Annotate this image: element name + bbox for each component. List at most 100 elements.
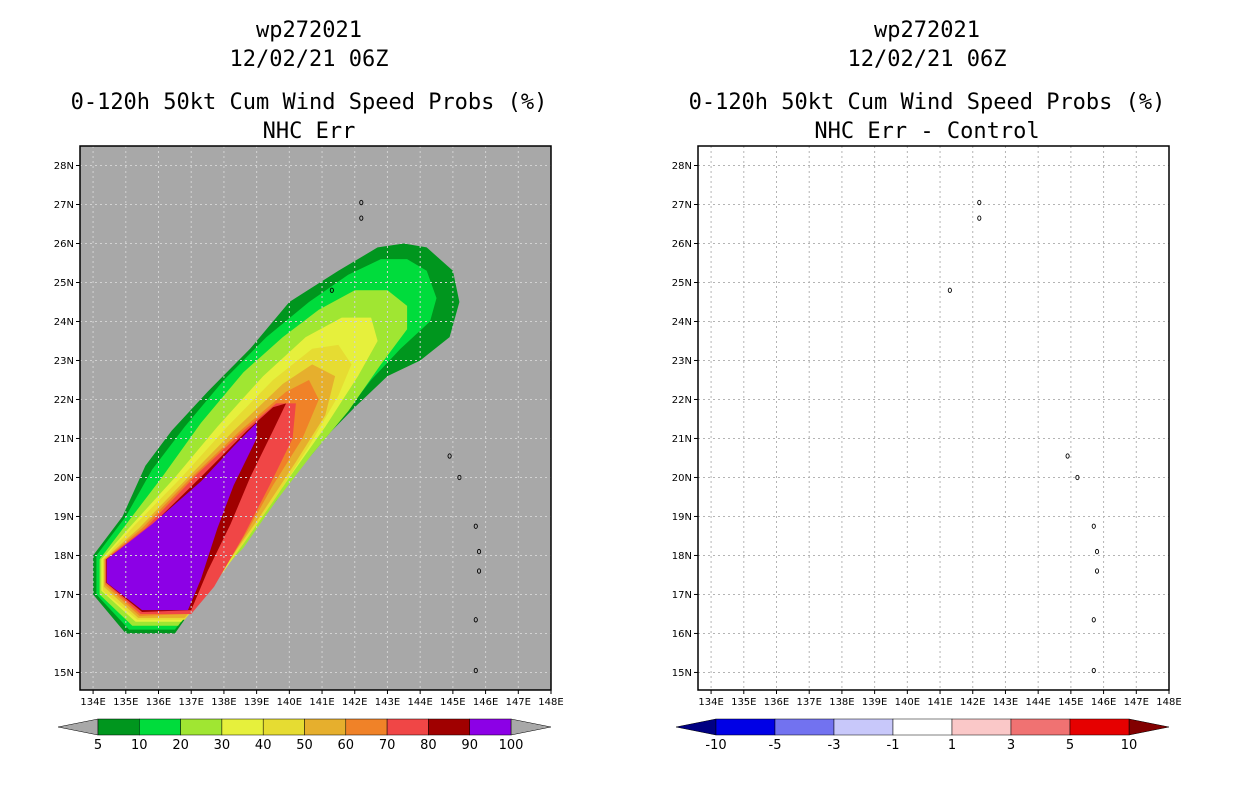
x-tick-label: 135E (731, 697, 756, 708)
y-tick-label: 26N (54, 239, 74, 250)
x-tick-label: 146E (1091, 697, 1116, 708)
colorbar-label: 3 (1007, 738, 1015, 753)
x-tick-label: 145E (1058, 697, 1083, 708)
island-outline (977, 199, 982, 206)
plot-background (80, 146, 551, 690)
x-tick-label: 140E (277, 697, 302, 708)
x-tick-label: 147E (506, 697, 531, 708)
island-outline (1094, 548, 1100, 555)
contour-level-40 (102, 344, 352, 620)
x-tick-label: 148E (538, 697, 563, 708)
x-tick-label: 143E (993, 697, 1018, 708)
datetime-title: 12/02/21 06Z (229, 47, 389, 72)
y-tick-label: 24N (54, 317, 74, 328)
island-outline (359, 215, 364, 221)
chart-subtitle: NHC Err - Control (814, 119, 1040, 144)
contour-level-30 (101, 317, 378, 622)
y-tick-label: 26N (672, 239, 692, 250)
storm-id-title: wp272021 (256, 18, 362, 43)
x-tick-label: 136E (146, 697, 171, 708)
island-outline (1091, 667, 1096, 674)
colorbar-label: 100 (499, 738, 524, 753)
island-outline (1091, 617, 1096, 623)
plot-frame (697, 145, 1170, 691)
x-tick-label: 138E (829, 697, 854, 708)
island-outline (1075, 474, 1080, 481)
colorbar-segment (1069, 718, 1130, 736)
colorbar-label: 60 (338, 738, 355, 753)
y-tick-label: 15N (54, 668, 74, 679)
datetime-title: 12/02/21 06Z (847, 47, 1007, 72)
colorbar-label: -10 (705, 738, 726, 753)
island-outline (447, 453, 452, 459)
colorbar-segment (428, 718, 470, 736)
contour-level-5 (93, 243, 460, 634)
x-tick-label: 141E (927, 697, 952, 708)
chart-title: 0-120h 50kt Cum Wind Speed Probs (%) (688, 90, 1166, 115)
y-tick-label: 23N (54, 356, 74, 367)
x-tick-label: 139E (244, 697, 269, 708)
contour-level-20 (99, 290, 408, 626)
y-tick-label: 25N (672, 278, 692, 289)
y-tick-label: 19N (672, 512, 692, 523)
left-chart-panel: wp272021 12/02/21 06Z 0-120h 50kt Cum Wi… (54, 18, 564, 753)
x-tick-label: 134E (80, 697, 105, 708)
contour-level-50 (103, 364, 336, 618)
x-tick-label: 138E (211, 697, 236, 708)
colorbar-label: 30 (214, 738, 231, 753)
plot-frame (79, 145, 552, 691)
island-outline (476, 548, 482, 555)
colorbar-label: 1 (948, 738, 956, 753)
colorbar-segment (469, 718, 512, 736)
colorbar-segment (386, 718, 429, 736)
colorbar-segment (221, 718, 264, 736)
colorbar-segment (1010, 718, 1071, 736)
y-tick-label: 15N (672, 668, 692, 679)
x-tick-label: 146E (473, 697, 498, 708)
contour-level-60 (104, 380, 319, 616)
x-tick-label: 142E (342, 697, 367, 708)
island-outline (473, 617, 478, 623)
right-chart-panel: wp272021 12/02/21 06Z 0-120h 50kt Cum Wi… (618, 0, 1236, 800)
y-tick-label: 22N (672, 395, 692, 406)
x-tick-label: 144E (407, 697, 432, 708)
colorbar-left-arrow (675, 718, 717, 736)
plot-background (698, 146, 1169, 690)
x-tick-label: 137E (179, 697, 204, 708)
x-tick-label: 141E (309, 697, 334, 708)
contour-level-70 (105, 403, 296, 614)
x-tick-label: 147E (1124, 697, 1149, 708)
x-tick-label: 137E (797, 697, 822, 708)
colorbar-label: 10 (131, 738, 148, 753)
colorbar-label: 50 (296, 738, 313, 753)
chart-subtitle: NHC Err (262, 119, 356, 144)
contour-level-80 (106, 403, 287, 612)
x-tick-label: 148E (1156, 697, 1181, 708)
x-tick-label: 134E (698, 697, 723, 708)
colorbar-label: -1 (887, 738, 900, 753)
island-outline (473, 667, 478, 674)
y-tick-label: 21N (672, 434, 692, 445)
island-outline (476, 568, 482, 574)
x-tick-label: 145E (440, 697, 465, 708)
y-tick-label: 19N (54, 512, 74, 523)
y-tick-label: 25N (54, 278, 74, 289)
colorbar-label: 20 (172, 738, 189, 753)
x-tick-label: 140E (895, 697, 920, 708)
y-tick-label: 18N (672, 551, 692, 562)
x-tick-label: 135E (113, 697, 138, 708)
colorbar-label: 5 (94, 738, 102, 753)
colorbar-segment (951, 718, 1012, 736)
y-tick-label: 16N (54, 629, 74, 640)
colorbar-segment (304, 718, 347, 736)
x-tick-label: 136E (764, 697, 789, 708)
colorbar-label: 90 (461, 738, 478, 753)
colorbar-label: -3 (828, 738, 841, 753)
y-tick-label: 27N (672, 200, 692, 211)
y-tick-label: 23N (672, 356, 692, 367)
y-tick-label: 21N (54, 434, 74, 445)
colorbar-label: 10 (1121, 738, 1138, 753)
chart-title: 0-120h 50kt Cum Wind Speed Probs (%) (70, 90, 548, 115)
y-tick-label: 28N (672, 161, 692, 172)
colorbar-label: 5 (1066, 738, 1074, 753)
